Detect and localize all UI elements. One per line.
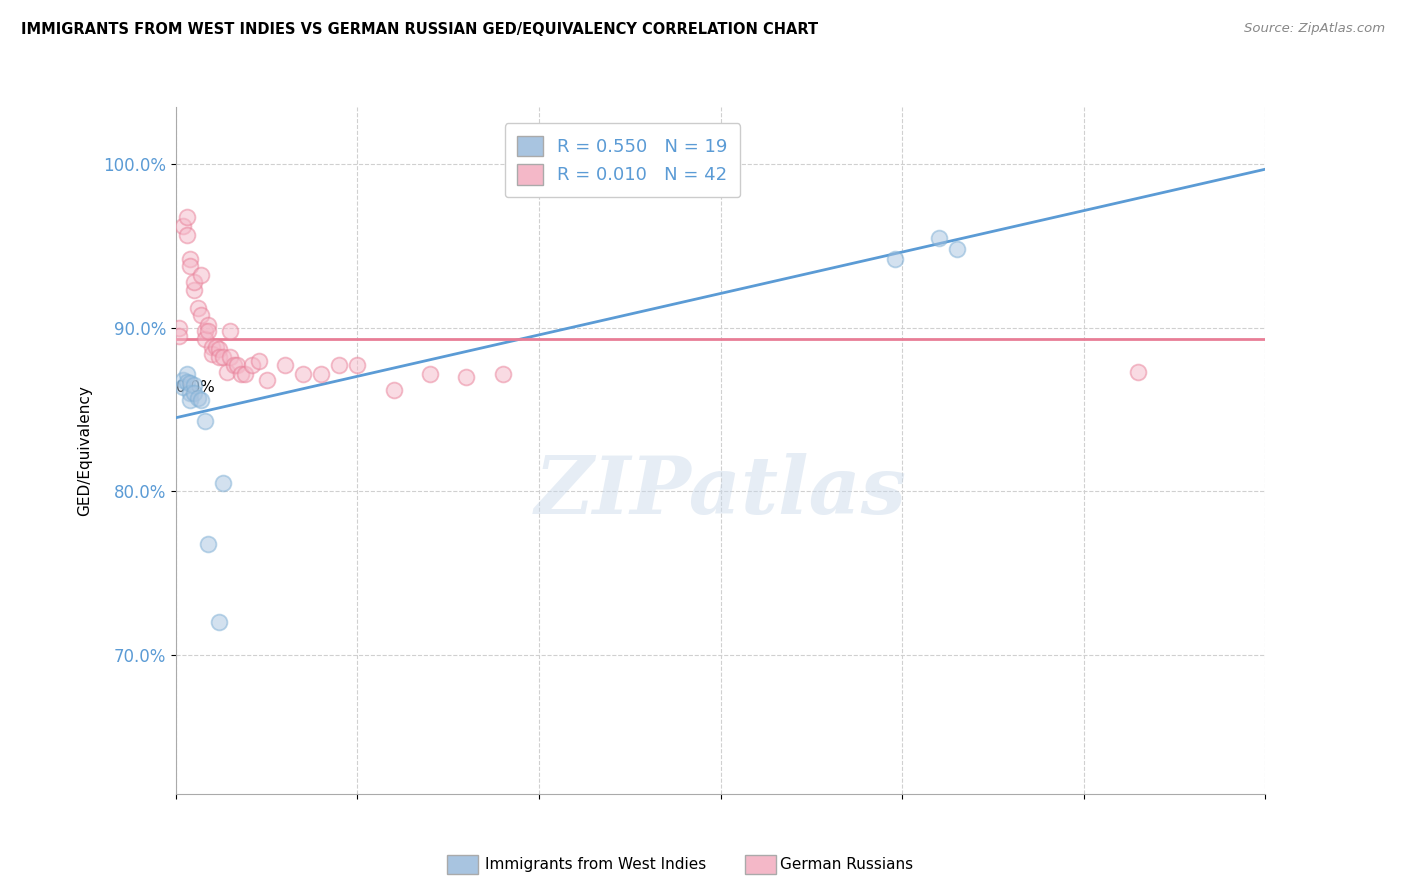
Point <box>172 379 194 393</box>
Text: Immigrants from West Indies: Immigrants from West Indies <box>485 857 706 872</box>
Point <box>208 615 231 630</box>
Legend: R = 0.550   N = 19, R = 0.010   N = 42: R = 0.550 N = 19, R = 0.010 N = 42 <box>505 123 740 197</box>
Text: ZIPatlas: ZIPatlas <box>534 453 907 531</box>
Point <box>179 392 201 407</box>
Point <box>197 318 219 332</box>
Point <box>382 383 405 397</box>
Point <box>183 386 205 401</box>
Point <box>212 476 235 491</box>
Point <box>945 242 967 257</box>
Point <box>219 324 242 338</box>
Point <box>172 373 194 387</box>
Point <box>884 252 907 266</box>
Point <box>233 367 256 381</box>
Point <box>231 367 253 381</box>
Point <box>222 359 245 373</box>
Point <box>247 353 270 368</box>
Point <box>219 350 242 364</box>
Point <box>419 367 441 381</box>
Point <box>176 375 198 389</box>
Point <box>179 252 201 266</box>
Point <box>183 275 205 289</box>
Point <box>176 367 198 381</box>
Point <box>208 342 231 356</box>
Point <box>194 324 217 338</box>
Point <box>190 268 212 283</box>
Point <box>201 347 224 361</box>
Point <box>328 359 350 373</box>
Point <box>186 301 209 315</box>
Point <box>186 391 209 405</box>
Point <box>208 350 231 364</box>
Point <box>274 359 297 373</box>
Point <box>928 231 950 245</box>
Point <box>176 210 198 224</box>
Point <box>197 536 219 550</box>
Y-axis label: GED/Equivalency: GED/Equivalency <box>77 385 91 516</box>
Point <box>169 320 191 334</box>
Point <box>215 365 238 379</box>
Point <box>194 414 217 428</box>
Point <box>240 359 263 373</box>
Point <box>169 329 191 343</box>
Point <box>212 350 235 364</box>
Point <box>291 367 314 381</box>
Point <box>204 340 226 354</box>
Point <box>197 324 219 338</box>
Point <box>176 227 198 242</box>
Point <box>201 340 224 354</box>
Text: Source: ZipAtlas.com: Source: ZipAtlas.com <box>1244 22 1385 36</box>
Point <box>172 219 194 234</box>
Point <box>346 359 368 373</box>
Point <box>492 367 515 381</box>
Point <box>456 369 478 384</box>
Text: 0.0%: 0.0% <box>176 380 215 395</box>
Text: IMMIGRANTS FROM WEST INDIES VS GERMAN RUSSIAN GED/EQUIVALENCY CORRELATION CHART: IMMIGRANTS FROM WEST INDIES VS GERMAN RU… <box>21 22 818 37</box>
Point <box>183 378 205 392</box>
Point <box>190 308 212 322</box>
Point <box>183 283 205 297</box>
Point <box>190 392 212 407</box>
Point <box>1128 365 1150 379</box>
Text: German Russians: German Russians <box>780 857 914 872</box>
Point <box>179 259 201 273</box>
Point <box>309 367 332 381</box>
Point <box>194 332 217 346</box>
Point <box>256 373 278 387</box>
Point <box>179 386 201 401</box>
Point <box>226 359 249 373</box>
Point <box>179 376 201 391</box>
